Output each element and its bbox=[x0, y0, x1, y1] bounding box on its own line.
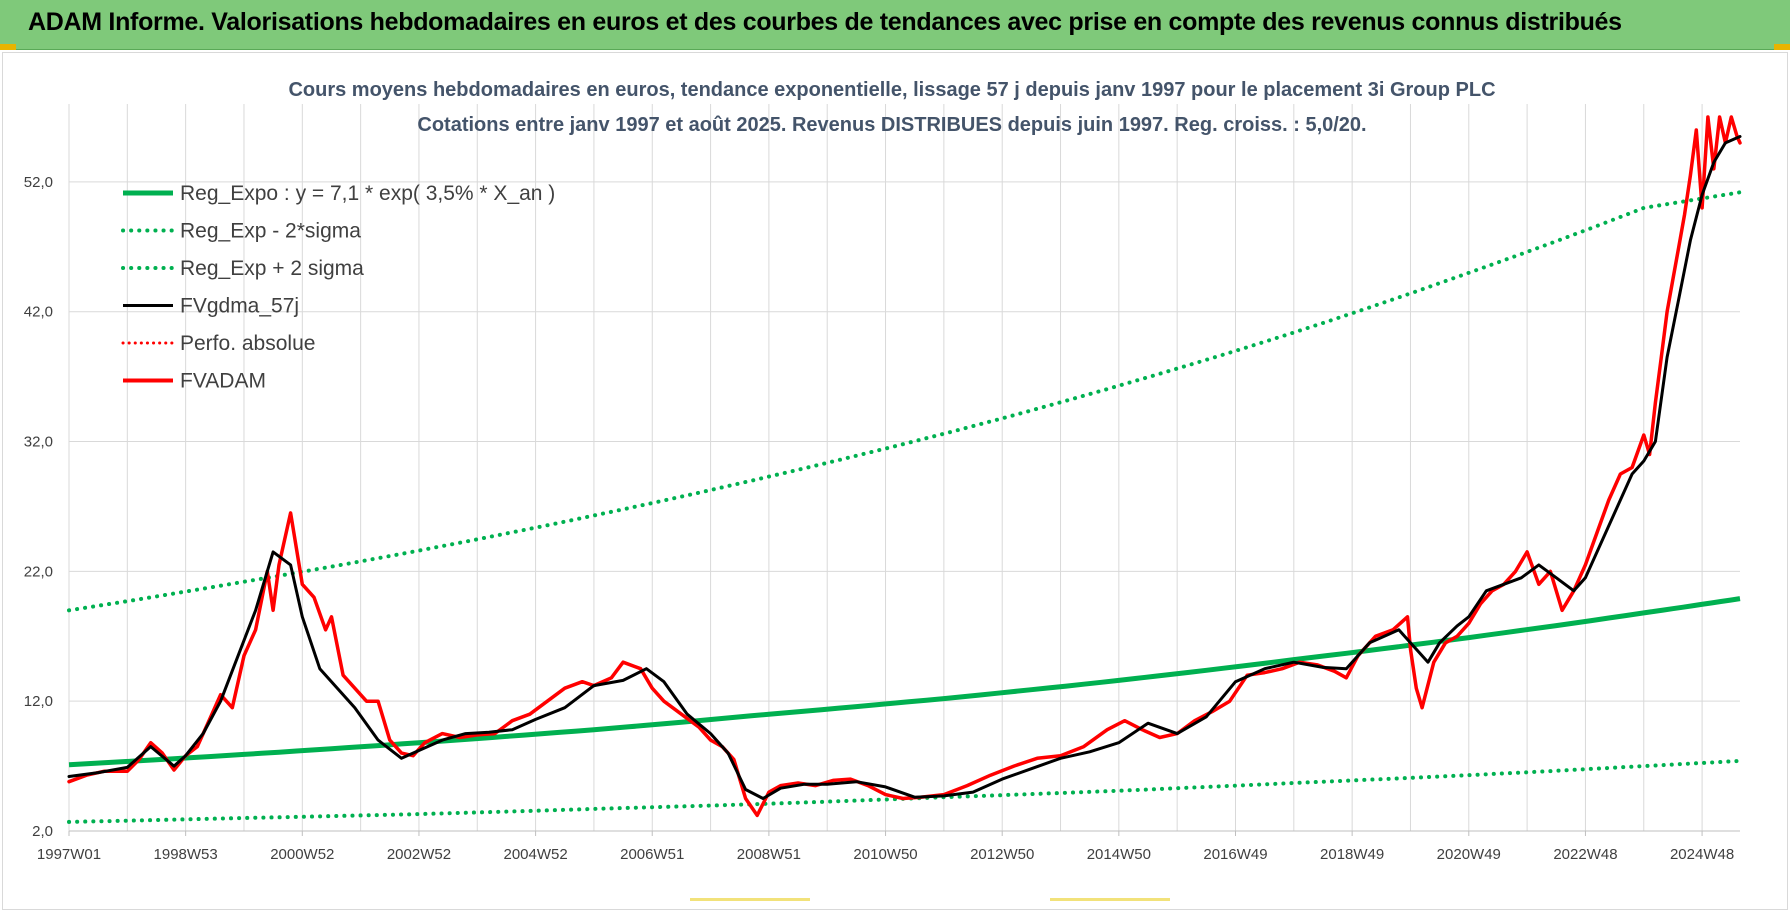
x-tick-label: 2016W49 bbox=[1203, 846, 1267, 863]
series-reg-exp-plus-2sigma bbox=[67, 190, 1742, 613]
x-tick-label: 2018W49 bbox=[1320, 846, 1384, 863]
y-tick-label: 2,0 bbox=[32, 823, 53, 840]
legend-label: FVADAM bbox=[180, 370, 266, 393]
corner-mark-right bbox=[1774, 44, 1790, 50]
legend: Reg_Expo : y = 7,1 * exp( 3,5% * X_an ) R… bbox=[121, 182, 555, 393]
x-tick-label: 2006W51 bbox=[620, 846, 684, 863]
banner: ADAM Informe. Valorisations hebdomadaire… bbox=[0, 0, 1790, 50]
x-tick-label: 2004W52 bbox=[503, 846, 567, 863]
x-tick-label: 2010W50 bbox=[853, 846, 917, 863]
banner-title: ADAM Informe. Valorisations hebdomadaire… bbox=[28, 8, 1622, 36]
x-tick-label: 2002W52 bbox=[387, 846, 451, 863]
series-fvadam bbox=[67, 115, 1742, 818]
legend-label: Reg_Exp + 2 sigma bbox=[180, 257, 364, 280]
x-tick-label: 2008W51 bbox=[737, 846, 801, 863]
y-tick-label: 22,0 bbox=[24, 563, 53, 580]
x-tick-label: 1997W01 bbox=[37, 846, 101, 863]
x-tick-label: 2024W48 bbox=[1670, 846, 1734, 863]
series-layer bbox=[67, 115, 1742, 824]
chart-title-line-2: Cotations entre janv 1997 et août 2025. … bbox=[417, 114, 1366, 136]
y-tick-label: 42,0 bbox=[24, 304, 53, 321]
chart-frame bbox=[2, 52, 1788, 910]
x-tick-label: 2014W50 bbox=[1087, 846, 1151, 863]
y-tick-label: 32,0 bbox=[24, 434, 53, 451]
legend-label: Reg_Exp - 2*sigma bbox=[180, 220, 361, 243]
series-reg-exp-minus-2sigma bbox=[67, 758, 1742, 824]
footer-mark bbox=[1050, 898, 1170, 901]
corner-mark-left bbox=[0, 44, 16, 50]
x-tick-label: 2022W48 bbox=[1553, 846, 1617, 863]
legend-label: Reg_Expo : y = 7,1 * exp( 3,5% * X_an ) bbox=[180, 182, 555, 205]
footer-mark bbox=[690, 898, 810, 901]
chart-title-line-1: Cours moyens hebdomadaires en euros, ten… bbox=[288, 79, 1495, 101]
series-fvgdma-57j bbox=[67, 135, 1742, 800]
axis-layer: 2,0 12,0 22,0 32,0 42,0 52,0 1997W01 1998W53 200… bbox=[24, 174, 1740, 863]
grid bbox=[68, 104, 1740, 832]
x-tick-label: 2012W50 bbox=[970, 846, 1034, 863]
x-tick-label: 2020W49 bbox=[1437, 846, 1501, 863]
legend-label: FVgdma_57j bbox=[180, 295, 299, 318]
y-tick-label: 12,0 bbox=[24, 693, 53, 710]
x-tick-label: 1998W53 bbox=[154, 846, 218, 863]
series-reg-expo bbox=[68, 596, 1741, 768]
y-tick-label: 52,0 bbox=[24, 174, 53, 191]
legend-label: Perfo. absolue bbox=[180, 332, 315, 355]
x-tick-label: 2000W52 bbox=[270, 846, 334, 863]
